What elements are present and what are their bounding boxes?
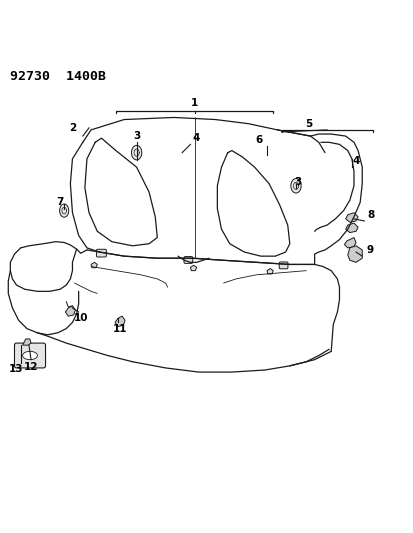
Text: 11: 11 <box>112 324 127 334</box>
Text: 12: 12 <box>24 362 38 372</box>
FancyBboxPatch shape <box>14 343 45 368</box>
FancyBboxPatch shape <box>183 256 192 263</box>
Polygon shape <box>345 223 357 232</box>
Text: 7: 7 <box>56 197 64 207</box>
Text: 4: 4 <box>192 133 200 143</box>
Polygon shape <box>65 306 75 316</box>
Text: 3: 3 <box>294 176 301 187</box>
Polygon shape <box>131 146 141 160</box>
Text: 8: 8 <box>366 210 373 220</box>
Text: 9: 9 <box>366 245 373 255</box>
Text: 5: 5 <box>304 119 311 128</box>
Text: 2: 2 <box>69 123 76 133</box>
Text: 10: 10 <box>73 313 88 323</box>
Text: 6: 6 <box>254 135 262 145</box>
Polygon shape <box>115 316 125 327</box>
Polygon shape <box>266 269 273 274</box>
Polygon shape <box>23 339 31 345</box>
Text: 4: 4 <box>351 156 359 166</box>
Polygon shape <box>23 351 38 360</box>
Polygon shape <box>345 213 357 222</box>
Polygon shape <box>190 265 196 271</box>
Text: 1: 1 <box>190 98 198 108</box>
Polygon shape <box>347 246 361 262</box>
Text: 3: 3 <box>133 131 140 141</box>
Polygon shape <box>344 238 355 248</box>
FancyBboxPatch shape <box>96 249 106 257</box>
Text: 92730  1400B: 92730 1400B <box>10 70 106 83</box>
Polygon shape <box>91 262 97 268</box>
Polygon shape <box>290 179 300 193</box>
Polygon shape <box>59 204 69 217</box>
FancyBboxPatch shape <box>279 262 287 269</box>
Text: 13: 13 <box>9 364 24 374</box>
